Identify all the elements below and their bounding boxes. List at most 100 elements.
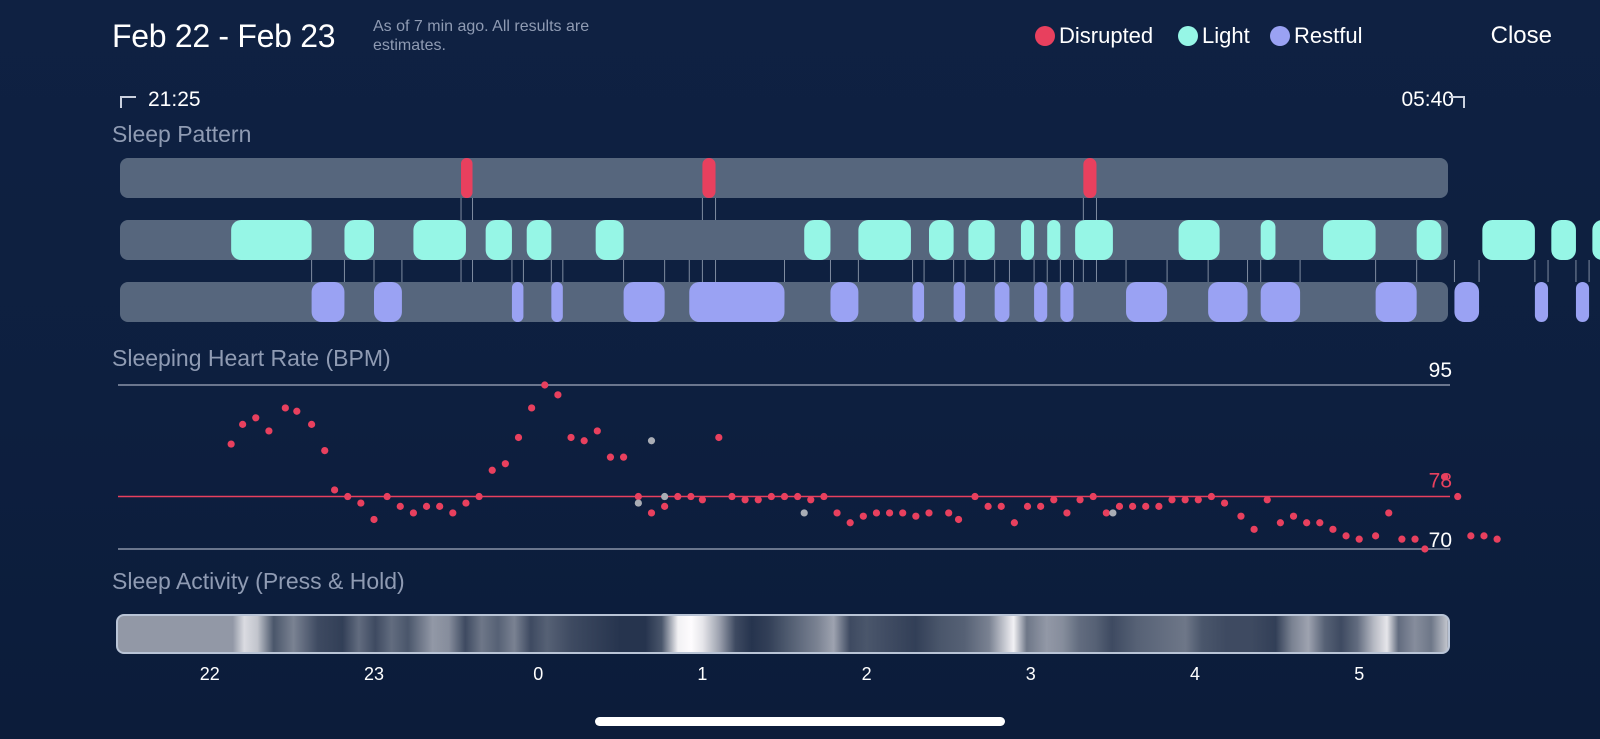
hr-point — [593, 427, 601, 435]
hr-point — [1181, 496, 1189, 504]
hr-point — [281, 404, 289, 412]
disrupted-dot-icon — [1035, 26, 1055, 46]
hr-point — [698, 496, 707, 504]
light-segment — [1551, 220, 1576, 260]
restful-segment — [1060, 282, 1074, 322]
axis-tick-label: 4 — [1190, 664, 1200, 684]
hr-point — [449, 509, 457, 517]
hr-point — [833, 509, 841, 517]
hr-point — [1010, 519, 1018, 527]
home-indicator[interactable] — [595, 717, 1005, 726]
heart-rate-title: Sleeping Heart Rate (BPM) — [112, 345, 391, 371]
hr-point — [514, 433, 523, 442]
range-start-bracket-icon — [120, 96, 136, 108]
hr-point — [925, 509, 933, 517]
hr-point — [383, 492, 391, 501]
hr-point — [1263, 496, 1271, 504]
hr-point — [1289, 512, 1298, 520]
light-segment — [1075, 220, 1113, 260]
hr-point — [807, 496, 815, 504]
hr-point — [1342, 532, 1350, 540]
hr-point — [1303, 519, 1311, 527]
light-segment — [1020, 220, 1035, 260]
hr-point — [1089, 492, 1097, 501]
axis-tick-label: 23 — [364, 664, 384, 684]
hr-point — [1155, 502, 1163, 510]
hr-point — [912, 512, 920, 520]
light-dot-icon — [1178, 26, 1198, 46]
hr-point — [321, 447, 329, 455]
hr-point — [1355, 535, 1363, 543]
restful-segment — [511, 282, 524, 322]
hr-point — [997, 502, 1005, 510]
hr-outlier-point — [634, 499, 642, 507]
hr-point — [728, 492, 736, 501]
sleep-activity-title: Sleep Activity (Press & Hold) — [112, 568, 405, 594]
start-time: 21:25 — [148, 88, 201, 111]
hr-point — [945, 509, 953, 517]
hr-point — [1063, 509, 1071, 517]
restful-segment — [953, 282, 966, 322]
hr-point — [820, 492, 828, 501]
hr-point — [1454, 492, 1462, 501]
hr-point — [396, 502, 404, 510]
hr-point — [370, 515, 378, 524]
restful-segment — [551, 282, 563, 322]
restful-segment — [689, 282, 785, 322]
restful-segment — [912, 282, 925, 322]
restful-segment — [1126, 282, 1168, 322]
restful-segment — [1375, 282, 1417, 322]
hr-average-label: 78 — [1429, 470, 1452, 493]
restful-segment — [1575, 282, 1590, 322]
light-segment — [1323, 220, 1376, 260]
hr-point — [265, 427, 273, 435]
hr-point — [661, 502, 669, 510]
hr-point — [1168, 496, 1176, 504]
hr-outlier-point — [800, 509, 808, 517]
hr-point — [1250, 525, 1258, 533]
page-title: Feb 22 - Feb 23 — [112, 18, 336, 54]
sleep-activity-strip[interactable] — [116, 614, 1450, 654]
hr-point — [528, 404, 536, 412]
restful-segment — [1034, 282, 1048, 322]
hr-point — [1398, 535, 1406, 543]
hr-point — [1372, 532, 1380, 540]
hr-point — [619, 453, 628, 461]
hr-point — [754, 496, 762, 504]
close-button[interactable]: Close — [1490, 22, 1552, 49]
hr-outlier-point — [647, 437, 656, 445]
hr-point — [330, 486, 339, 494]
hr-point — [885, 509, 894, 517]
legend-label: Restful — [1294, 23, 1363, 48]
legend-light: Light — [1178, 23, 1250, 49]
light-segment — [231, 220, 312, 260]
hr-outlier-point — [1109, 509, 1117, 517]
light-segment — [968, 220, 995, 260]
restful-segment — [1260, 282, 1301, 322]
range-end-bracket-icon — [1449, 96, 1465, 108]
light-segment — [1047, 220, 1061, 260]
axis-tick-label: 5 — [1354, 664, 1364, 684]
hr-point — [227, 440, 235, 448]
hr-point — [409, 509, 418, 517]
hr-point — [436, 502, 444, 510]
hr-point — [794, 492, 802, 501]
hr-point — [606, 453, 615, 461]
end-time: 05:40 — [1401, 88, 1454, 111]
hr-point — [475, 492, 483, 501]
disrupted-segment — [702, 158, 716, 198]
hr-point — [1142, 502, 1150, 510]
sleep-pattern-chart[interactable] — [0, 150, 1600, 330]
hr-point — [1467, 532, 1475, 540]
hr-point — [1421, 545, 1429, 553]
hr-point — [252, 414, 260, 422]
hr-point — [344, 492, 352, 501]
light-segment — [804, 220, 831, 260]
hr-point — [308, 420, 316, 428]
axis-tick-label: 0 — [533, 664, 543, 684]
heart-rate-chart: 95 78 70 — [118, 360, 1501, 553]
hr-point — [501, 460, 509, 468]
hr-point — [462, 499, 470, 507]
hr-point — [687, 492, 695, 501]
hr-point — [872, 509, 881, 517]
